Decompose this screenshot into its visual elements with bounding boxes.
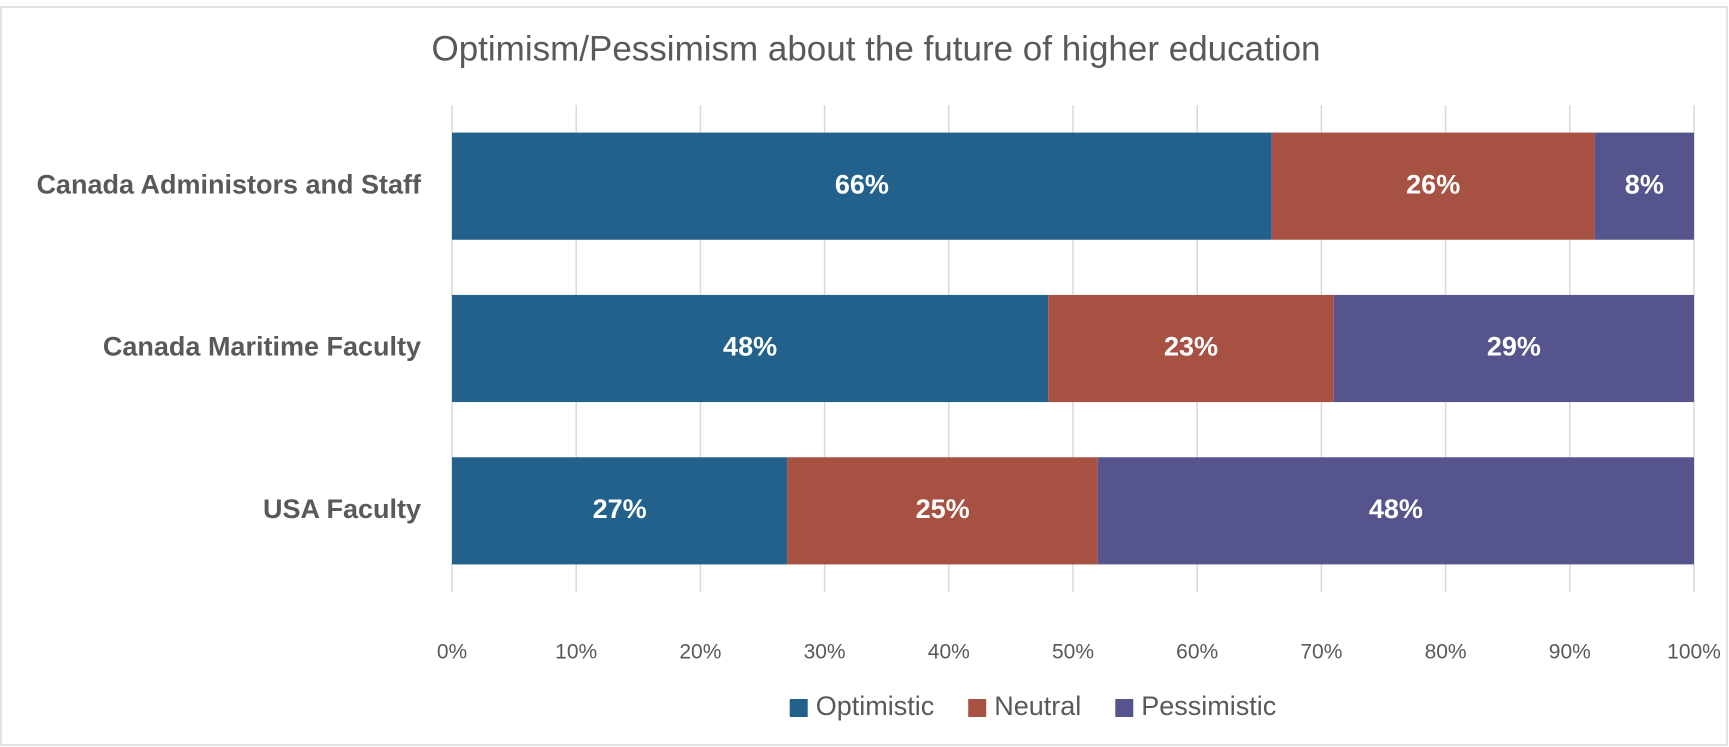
data-label: 27% bbox=[593, 494, 647, 524]
data-label: 23% bbox=[1164, 332, 1218, 362]
bar-segment bbox=[452, 457, 788, 565]
x-tick-label: 10% bbox=[555, 641, 597, 664]
bar-segment bbox=[1048, 294, 1334, 403]
y-tick-label: USA Faculty bbox=[263, 494, 421, 524]
x-tick-label: 90% bbox=[1549, 641, 1591, 664]
legend-label: Optimistic bbox=[816, 691, 935, 721]
x-tick-label: 60% bbox=[1176, 641, 1218, 664]
x-tick-label: 100% bbox=[1667, 641, 1721, 664]
x-tick-label: 70% bbox=[1300, 641, 1342, 664]
data-label: 25% bbox=[916, 494, 970, 524]
legend-swatch bbox=[789, 699, 808, 717]
data-label: 48% bbox=[1369, 494, 1423, 524]
data-label: 8% bbox=[1625, 169, 1664, 199]
bar-segment bbox=[787, 457, 1098, 565]
bar-segment bbox=[452, 132, 1272, 240]
bar-segment bbox=[1333, 294, 1694, 403]
data-label: 26% bbox=[1406, 169, 1460, 199]
bar-segment bbox=[1594, 132, 1694, 240]
y-tick-label: Canada Administors and Staff bbox=[36, 169, 422, 199]
x-tick-label: 50% bbox=[1052, 641, 1094, 664]
x-tick-label: 40% bbox=[928, 641, 970, 664]
x-tick-label: 80% bbox=[1425, 641, 1467, 664]
bar-segment bbox=[1271, 132, 1595, 240]
legend-label: Neutral bbox=[994, 691, 1081, 721]
legend-swatch bbox=[1115, 699, 1134, 717]
chart-title: Optimism/Pessimism about the future of h… bbox=[431, 29, 1320, 68]
data-label: 29% bbox=[1487, 332, 1541, 362]
x-tick-label: 0% bbox=[437, 641, 467, 664]
data-label: 66% bbox=[835, 169, 889, 199]
legend-label: Pessimistic bbox=[1141, 691, 1276, 721]
bar-segment bbox=[452, 294, 1049, 403]
data-label: 48% bbox=[723, 332, 777, 362]
legend-swatch bbox=[968, 699, 987, 717]
y-tick-label: Canada Maritime Faculty bbox=[103, 332, 421, 362]
x-tick-label: 20% bbox=[679, 641, 721, 664]
x-tick-label: 30% bbox=[804, 641, 846, 664]
bar-segment bbox=[1097, 457, 1694, 565]
